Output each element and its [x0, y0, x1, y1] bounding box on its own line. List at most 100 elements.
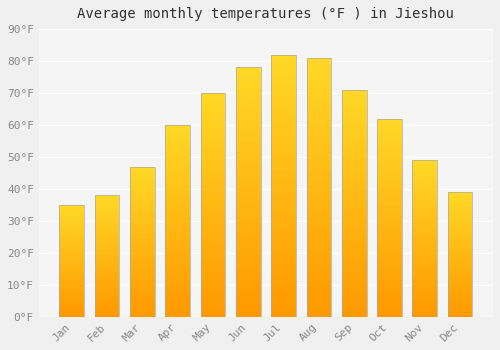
Bar — [306, 193, 331, 198]
Bar — [236, 312, 260, 317]
Bar — [306, 286, 331, 291]
Bar — [200, 205, 226, 209]
Bar — [448, 267, 472, 270]
Bar — [448, 257, 472, 259]
Bar — [377, 174, 402, 178]
Bar — [130, 191, 155, 194]
Bar — [271, 228, 296, 233]
Bar — [236, 127, 260, 132]
Bar — [94, 263, 120, 266]
Bar — [60, 207, 84, 209]
Bar — [94, 290, 120, 293]
Bar — [377, 269, 402, 273]
Bar — [166, 148, 190, 152]
Bar — [448, 212, 472, 215]
Bar — [60, 276, 84, 279]
Bar — [236, 222, 260, 227]
Bar — [200, 129, 226, 133]
Bar — [271, 55, 296, 60]
Bar — [412, 314, 437, 317]
Bar — [94, 307, 120, 309]
Bar — [377, 119, 402, 122]
Bar — [377, 119, 402, 317]
Bar — [377, 182, 402, 186]
Bar — [236, 137, 260, 142]
Bar — [166, 144, 190, 148]
Bar — [60, 232, 84, 234]
Bar — [60, 283, 84, 286]
Bar — [130, 167, 155, 317]
Bar — [271, 191, 296, 196]
Bar — [306, 161, 331, 167]
Bar — [377, 214, 402, 218]
Bar — [448, 272, 472, 274]
Bar — [166, 152, 190, 156]
Bar — [271, 222, 296, 228]
Bar — [271, 280, 296, 285]
Bar — [236, 212, 260, 217]
Bar — [377, 289, 402, 293]
Bar — [271, 123, 296, 128]
Bar — [448, 227, 472, 230]
Bar — [448, 237, 472, 239]
Bar — [412, 286, 437, 289]
Bar — [306, 270, 331, 275]
Bar — [200, 241, 226, 245]
Bar — [306, 291, 331, 296]
Bar — [342, 94, 366, 99]
Bar — [412, 260, 437, 264]
Bar — [94, 266, 120, 268]
Bar — [94, 212, 120, 215]
Bar — [200, 281, 226, 286]
Bar — [271, 112, 296, 118]
Bar — [448, 277, 472, 279]
Bar — [342, 222, 366, 226]
Bar — [377, 226, 402, 230]
Bar — [448, 195, 472, 197]
Bar — [130, 299, 155, 302]
Bar — [130, 178, 155, 182]
Bar — [94, 256, 120, 259]
Bar — [412, 210, 437, 214]
Bar — [412, 310, 437, 314]
Bar — [342, 144, 366, 149]
Bar — [448, 192, 472, 195]
Bar — [448, 259, 472, 262]
Bar — [236, 122, 260, 127]
Bar — [236, 202, 260, 207]
Bar — [448, 299, 472, 302]
Bar — [412, 229, 437, 232]
Bar — [200, 245, 226, 250]
Bar — [306, 275, 331, 281]
Bar — [236, 252, 260, 257]
Bar — [236, 167, 260, 172]
Bar — [306, 244, 331, 250]
Bar — [94, 227, 120, 229]
Bar — [130, 194, 155, 197]
Bar — [377, 210, 402, 214]
Bar — [166, 194, 190, 198]
Bar — [306, 99, 331, 104]
Bar — [306, 63, 331, 68]
Bar — [130, 188, 155, 191]
Bar — [448, 250, 472, 252]
Bar — [236, 102, 260, 107]
Bar — [412, 289, 437, 292]
Bar — [448, 309, 472, 312]
Bar — [342, 289, 366, 294]
Bar — [377, 233, 402, 238]
Bar — [448, 304, 472, 307]
Bar — [60, 212, 84, 214]
Bar — [94, 314, 120, 317]
Bar — [166, 209, 190, 213]
Bar — [236, 297, 260, 302]
Bar — [448, 314, 472, 317]
Bar — [448, 287, 472, 289]
Bar — [412, 173, 437, 176]
Bar — [130, 266, 155, 269]
Bar — [130, 227, 155, 230]
Bar — [412, 201, 437, 204]
Bar — [200, 120, 226, 124]
Bar — [377, 142, 402, 146]
Bar — [166, 236, 190, 240]
